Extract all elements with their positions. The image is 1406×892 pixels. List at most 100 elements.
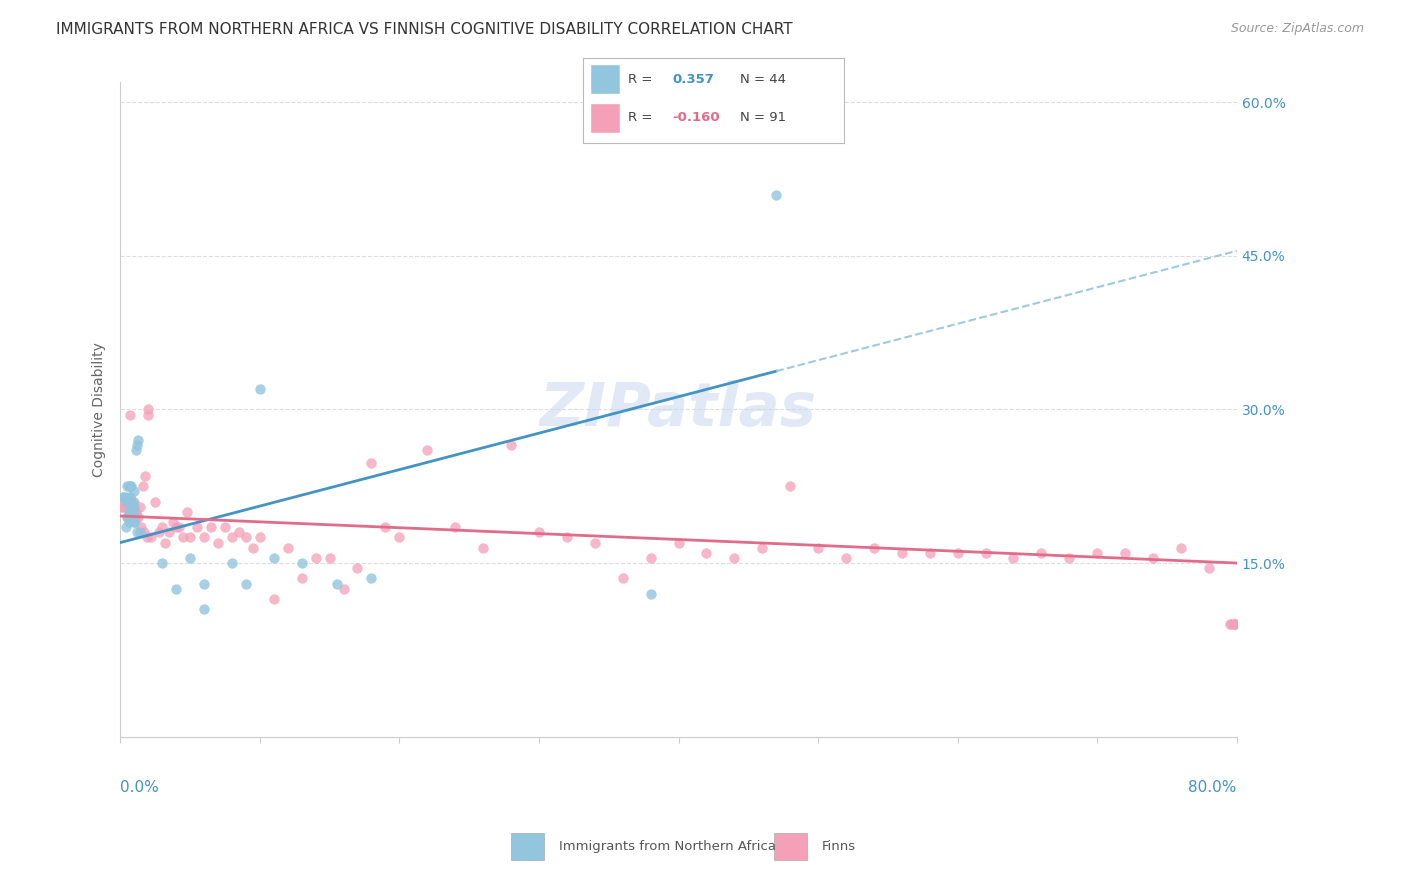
Point bbox=[974, 546, 997, 560]
Point bbox=[143, 494, 166, 508]
Point bbox=[221, 556, 243, 570]
Point bbox=[207, 535, 229, 549]
Point bbox=[835, 550, 858, 565]
Text: Finns: Finns bbox=[821, 840, 856, 853]
Point bbox=[1059, 550, 1081, 565]
Point bbox=[612, 571, 634, 585]
Point bbox=[120, 510, 142, 524]
Text: 80.0%: 80.0% bbox=[1188, 780, 1237, 795]
Point bbox=[235, 576, 257, 591]
Point bbox=[186, 520, 208, 534]
Point bbox=[150, 520, 173, 534]
Point bbox=[132, 525, 155, 540]
Point bbox=[214, 520, 236, 534]
Point bbox=[120, 479, 142, 493]
Point bbox=[121, 510, 143, 524]
Point bbox=[1002, 550, 1025, 565]
Point bbox=[360, 456, 382, 470]
Point bbox=[807, 541, 830, 555]
Point bbox=[863, 541, 886, 555]
Bar bbox=[773, 833, 807, 860]
Text: R =: R = bbox=[627, 111, 652, 124]
Point bbox=[114, 490, 136, 504]
Point bbox=[176, 505, 198, 519]
Point bbox=[157, 525, 180, 540]
Point bbox=[139, 531, 162, 545]
Point bbox=[117, 510, 139, 524]
Point bbox=[127, 433, 149, 447]
Point bbox=[779, 479, 801, 493]
Point bbox=[172, 531, 194, 545]
Point bbox=[179, 550, 201, 565]
Point bbox=[946, 546, 969, 560]
Text: N = 91: N = 91 bbox=[740, 111, 786, 124]
Point bbox=[165, 520, 187, 534]
Point bbox=[200, 520, 222, 534]
Point bbox=[291, 556, 314, 570]
Point bbox=[918, 546, 941, 560]
Point bbox=[1225, 617, 1247, 632]
Bar bbox=[510, 833, 544, 860]
Point bbox=[127, 510, 149, 524]
Point bbox=[122, 494, 145, 508]
Point bbox=[110, 500, 132, 514]
Point bbox=[112, 490, 135, 504]
Point bbox=[1170, 541, 1192, 555]
Point bbox=[122, 500, 145, 514]
Point bbox=[115, 510, 138, 524]
Point bbox=[249, 531, 271, 545]
Point bbox=[1114, 546, 1136, 560]
Point bbox=[117, 505, 139, 519]
Point bbox=[122, 515, 145, 529]
Point bbox=[118, 490, 141, 504]
Point bbox=[346, 561, 368, 575]
Point bbox=[277, 541, 299, 555]
Point bbox=[242, 541, 264, 555]
Point bbox=[121, 505, 143, 519]
Point bbox=[291, 571, 314, 585]
Point bbox=[136, 408, 159, 422]
Point bbox=[115, 479, 138, 493]
Point bbox=[235, 531, 257, 545]
Point bbox=[117, 515, 139, 529]
Point bbox=[135, 531, 157, 545]
Point bbox=[416, 443, 439, 458]
Text: ZIPatlas: ZIPatlas bbox=[540, 380, 817, 439]
Point bbox=[124, 505, 146, 519]
Point bbox=[444, 520, 467, 534]
Point bbox=[374, 520, 396, 534]
Point bbox=[120, 500, 142, 514]
Bar bbox=[592, 103, 620, 133]
Point bbox=[115, 494, 138, 508]
Point bbox=[360, 571, 382, 585]
Point bbox=[1219, 617, 1241, 632]
Point bbox=[167, 520, 190, 534]
Text: -0.160: -0.160 bbox=[672, 111, 720, 124]
Point bbox=[640, 587, 662, 601]
Point bbox=[114, 500, 136, 514]
Point bbox=[131, 479, 153, 493]
Point bbox=[125, 510, 148, 524]
Point bbox=[134, 469, 156, 483]
Point bbox=[136, 402, 159, 417]
Text: IMMIGRANTS FROM NORTHERN AFRICA VS FINNISH COGNITIVE DISABILITY CORRELATION CHAR: IMMIGRANTS FROM NORTHERN AFRICA VS FINNI… bbox=[56, 22, 793, 37]
Point bbox=[318, 550, 340, 565]
Point bbox=[263, 591, 285, 606]
Point bbox=[125, 438, 148, 452]
Point bbox=[122, 484, 145, 499]
Point bbox=[890, 546, 912, 560]
Point bbox=[193, 602, 215, 616]
Point bbox=[124, 443, 146, 458]
Bar bbox=[592, 65, 620, 94]
Point bbox=[118, 505, 141, 519]
Point bbox=[120, 494, 142, 508]
Point bbox=[263, 550, 285, 565]
Point bbox=[221, 531, 243, 545]
Point bbox=[695, 546, 717, 560]
Point bbox=[115, 510, 138, 524]
Y-axis label: Cognitive Disability: Cognitive Disability bbox=[93, 342, 107, 477]
Point bbox=[121, 494, 143, 508]
Point bbox=[111, 500, 134, 514]
Point bbox=[1142, 550, 1164, 565]
Point bbox=[193, 531, 215, 545]
